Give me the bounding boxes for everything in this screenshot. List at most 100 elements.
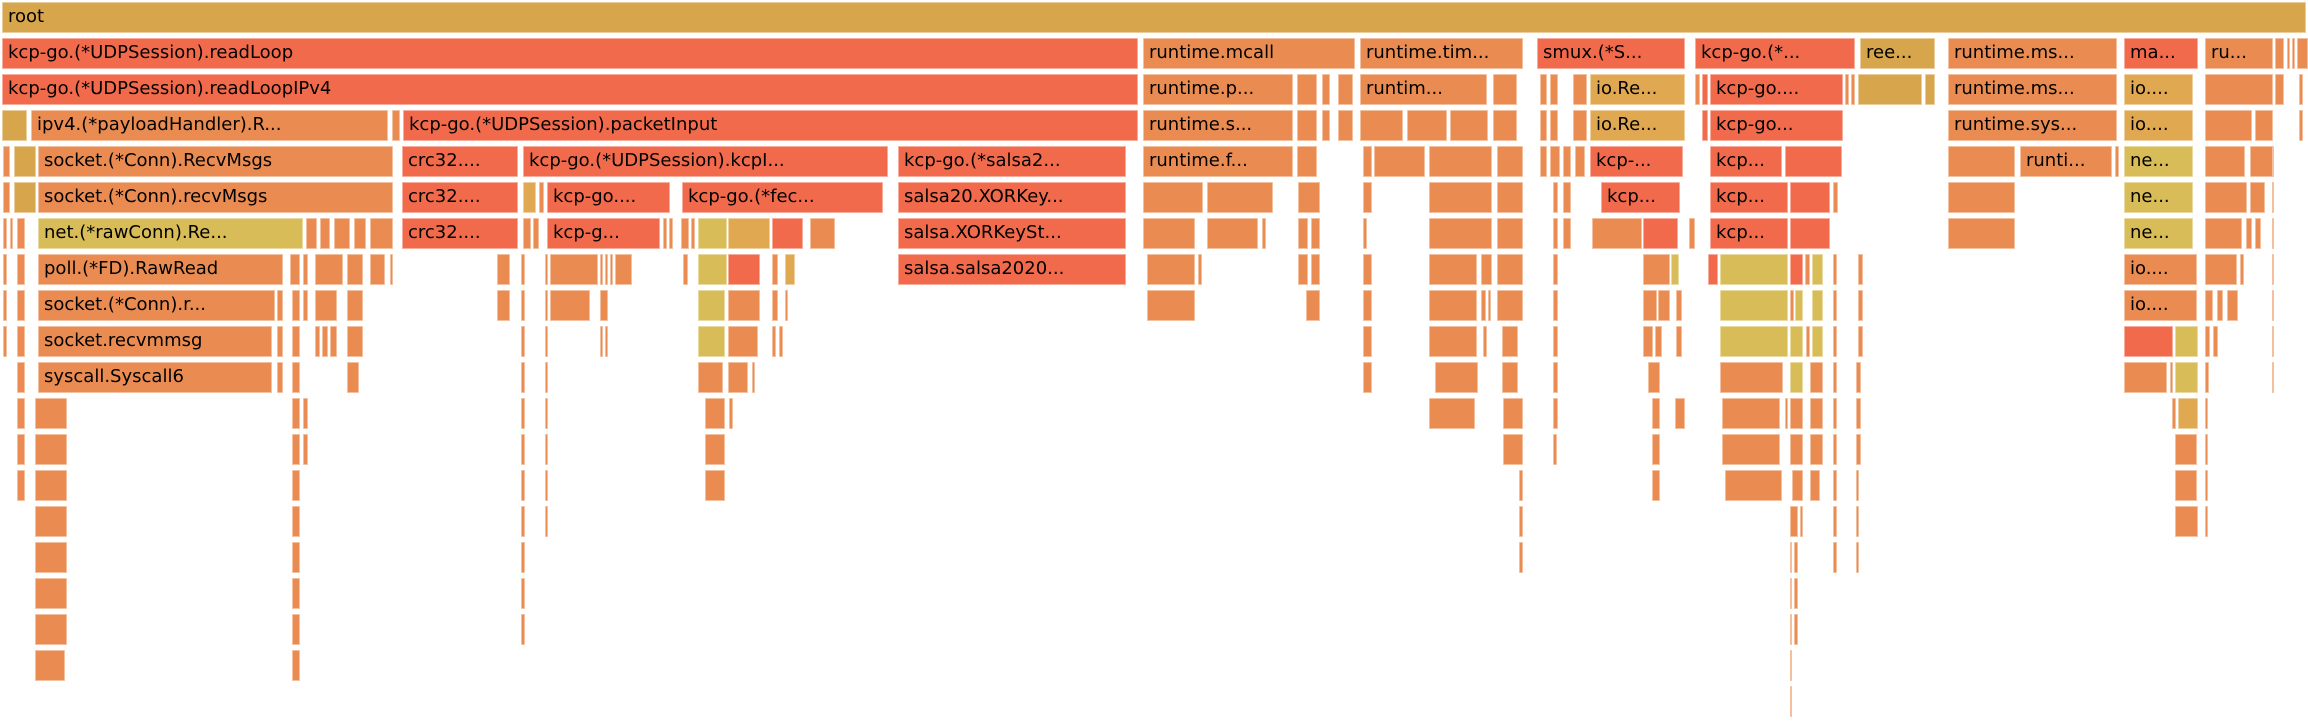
flame-frame[interactable]: [1652, 398, 1660, 429]
flame-frame[interactable]: [17, 254, 25, 285]
flame-frame[interactable]: [17, 326, 25, 357]
flame-frame[interactable]: [2205, 146, 2245, 177]
flame-frame[interactable]: [497, 254, 510, 285]
flame-frame[interactable]: [35, 578, 67, 609]
flame-frame-labeled[interactable]: kcp...: [1710, 218, 1788, 249]
flame-frame[interactable]: [2292, 38, 2295, 69]
flame-frame[interactable]: [1519, 506, 1523, 537]
flame-frame[interactable]: [1806, 326, 1810, 357]
flame-frame[interactable]: [698, 326, 725, 357]
flame-frame[interactable]: [2275, 38, 2284, 69]
flame-frame[interactable]: [1147, 254, 1195, 285]
flame-frame[interactable]: [1702, 110, 1708, 141]
flame-frame[interactable]: [292, 470, 300, 501]
flame-frame[interactable]: [605, 326, 608, 357]
flame-frame-labeled[interactable]: socket.recvmmsg: [38, 326, 272, 357]
flame-frame[interactable]: [1550, 74, 1558, 105]
flame-frame[interactable]: [1429, 146, 1492, 177]
flame-frame[interactable]: [1374, 146, 1425, 177]
flame-frame[interactable]: [1856, 398, 1861, 429]
flame-frame-labeled[interactable]: ipv4.(*payloadHandler).R...: [31, 110, 388, 141]
flame-frame[interactable]: [1833, 434, 1837, 465]
flame-frame-labeled[interactable]: kcp-go.(*UDPSession).packetInput: [403, 110, 1138, 141]
flame-frame[interactable]: [3, 326, 7, 357]
flame-frame[interactable]: [691, 218, 695, 249]
flame-frame[interactable]: [1483, 326, 1487, 357]
flame-frame[interactable]: [728, 290, 760, 321]
flame-frame[interactable]: [35, 470, 67, 501]
flame-frame[interactable]: [2205, 434, 2208, 465]
flame-frame[interactable]: [1790, 326, 1803, 357]
flame-frame[interactable]: [1363, 218, 1367, 249]
flame-frame[interactable]: [600, 290, 608, 321]
flame-frame-labeled[interactable]: kcp-go.(*UDPSession).kcpI...: [523, 146, 888, 177]
flame-frame[interactable]: [698, 290, 725, 321]
flame-frame-labeled[interactable]: io.Re...: [1590, 74, 1685, 105]
flame-frame[interactable]: [1722, 434, 1780, 465]
flame-frame[interactable]: [1429, 326, 1477, 357]
flame-frame[interactable]: [2213, 326, 2218, 357]
flame-frame[interactable]: [2205, 398, 2208, 429]
flame-frame[interactable]: [521, 290, 525, 321]
flame-frame-labeled[interactable]: runti...: [2020, 146, 2112, 177]
flame-frame[interactable]: [2175, 326, 2198, 357]
flame-frame[interactable]: [1497, 290, 1523, 321]
flame-frame[interactable]: [347, 290, 363, 321]
flame-frame[interactable]: [1790, 686, 1792, 717]
flame-frame[interactable]: [3, 146, 10, 177]
flame-frame[interactable]: [1643, 326, 1653, 357]
flame-frame-labeled[interactable]: kcp-...: [1590, 146, 1683, 177]
flame-frame-labeled[interactable]: kcp-go.(*salsa2...: [898, 146, 1126, 177]
flame-frame[interactable]: [1652, 434, 1660, 465]
flame-frame[interactable]: [1143, 182, 1203, 213]
flame-frame[interactable]: [354, 218, 366, 249]
flame-frame[interactable]: [521, 614, 525, 645]
flame-frame[interactable]: [1720, 254, 1788, 285]
flame-frame[interactable]: [1298, 182, 1320, 213]
flame-frame[interactable]: [728, 326, 758, 357]
flame-frame[interactable]: [523, 182, 536, 213]
flame-frame[interactable]: [303, 434, 308, 465]
flame-frame[interactable]: [772, 254, 778, 285]
flame-frame[interactable]: [1497, 146, 1523, 177]
flame-frame[interactable]: [728, 254, 760, 285]
flame-frame[interactable]: [2272, 362, 2274, 393]
flame-frame[interactable]: [1858, 74, 1922, 105]
flame-frame-labeled[interactable]: io....: [2124, 74, 2193, 105]
flame-frame[interactable]: [2217, 290, 2223, 321]
flame-frame[interactable]: [3, 182, 10, 213]
flame-frame[interactable]: [2205, 74, 2273, 105]
flame-frame[interactable]: [1298, 254, 1308, 285]
flame-frame[interactable]: [1550, 110, 1558, 141]
flame-frame[interactable]: [1592, 218, 1642, 249]
flame-frame[interactable]: [1363, 182, 1372, 213]
flame-frame[interactable]: [14, 146, 36, 177]
flame-frame[interactable]: [1725, 470, 1782, 501]
flame-frame[interactable]: [1790, 578, 1792, 609]
flame-frame[interactable]: [1322, 74, 1330, 105]
flame-frame[interactable]: [1575, 146, 1585, 177]
flame-frame[interactable]: [2297, 38, 2308, 69]
flame-frame[interactable]: [1856, 470, 1859, 501]
flame-frame[interactable]: [17, 218, 25, 249]
flame-frame[interactable]: [1794, 578, 1798, 609]
flame-frame[interactable]: [3, 254, 7, 285]
flame-frame[interactable]: [1795, 290, 1803, 321]
flame-frame[interactable]: [1689, 218, 1695, 249]
flame-frame[interactable]: [1322, 110, 1330, 141]
flame-frame[interactable]: [521, 398, 525, 429]
flame-frame[interactable]: [521, 434, 525, 465]
flame-frame[interactable]: [1563, 146, 1571, 177]
flame-frame[interactable]: [1493, 74, 1517, 105]
flame-frame-labeled[interactable]: socket.(*Conn).recvMsgs: [38, 182, 393, 213]
flame-frame[interactable]: [1790, 542, 1792, 573]
flame-frame-labeled[interactable]: kcp-go.(*UDPSession).readLoop: [2, 38, 1138, 69]
flame-frame[interactable]: [292, 362, 300, 393]
flame-frame-labeled[interactable]: runtime.tim...: [1360, 38, 1523, 69]
flame-frame[interactable]: [2175, 470, 2197, 501]
flame-frame-labeled[interactable]: kcp...: [1601, 182, 1680, 213]
flame-frame[interactable]: [1948, 182, 2015, 213]
flame-frame-labeled[interactable]: ne...: [2124, 182, 2193, 213]
flame-frame[interactable]: [2272, 326, 2274, 357]
flame-frame[interactable]: [1671, 254, 1679, 285]
